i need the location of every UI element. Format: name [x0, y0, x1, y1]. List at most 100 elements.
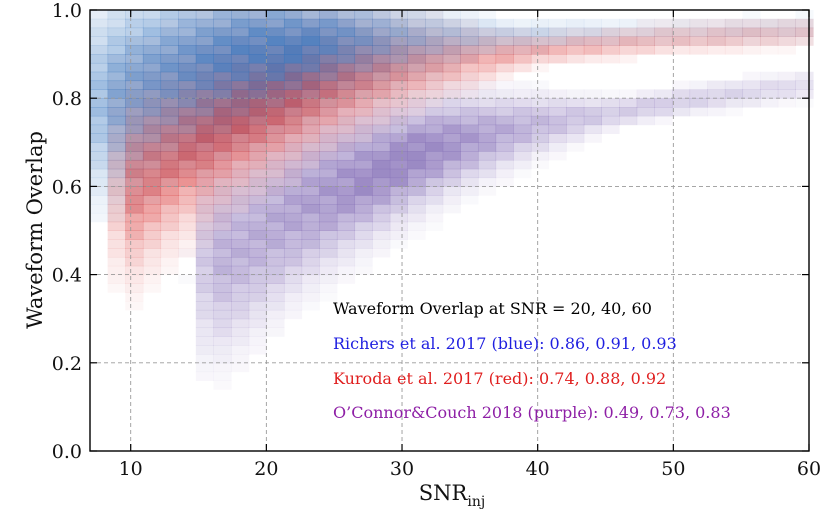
heatmap-cell: [760, 89, 779, 99]
heatmap-cell: [125, 36, 144, 46]
heatmap-cell: [142, 221, 162, 231]
heatmap-cell: [460, 27, 479, 37]
heatmap-cell: [354, 133, 373, 143]
heatmap-cell: [707, 36, 726, 46]
axis-ticks: 10 20 30 40 50 60 0.0 0.2 0.4 0.6 0.8 1.0: [52, 0, 821, 480]
heatmap-cell: [231, 230, 250, 240]
heatmap-cell: [266, 142, 285, 152]
heatmap-cell: [266, 256, 285, 267]
heatmap-cell: [795, 80, 814, 90]
heatmap-cell: [530, 107, 550, 117]
heatmap-cell: [195, 362, 214, 373]
heatmap-cell: [389, 159, 408, 170]
heatmap-cell: [142, 142, 162, 152]
heatmap-cell: [178, 80, 197, 90]
heatmap-cell: [389, 80, 408, 90]
heatmap-cell: [231, 327, 250, 337]
heatmap-cell: [654, 36, 673, 46]
heatmap-cell: [495, 18, 514, 29]
heatmap-cell: [389, 18, 408, 29]
heatmap-cell: [583, 36, 602, 46]
heatmap-cell: [178, 142, 197, 152]
heatmap-cell: [266, 27, 285, 37]
heatmap-cell: [654, 45, 673, 55]
heatmap-cell: [283, 195, 303, 205]
heatmap-cell: [160, 168, 179, 179]
heatmap-cell: [389, 45, 408, 55]
heatmap-cell: [495, 54, 514, 64]
heatmap-cell: [477, 27, 497, 37]
heatmap-cell: [354, 89, 373, 99]
heatmap-cell: [354, 124, 373, 134]
heatmap-cell: [477, 124, 497, 134]
heatmap-cell: [442, 177, 461, 187]
heatmap-cell: [425, 80, 444, 90]
heatmap-cell: [213, 151, 232, 161]
heatmap-cell: [301, 301, 320, 311]
heatmap-cell: [566, 115, 585, 126]
heatmap-cell: [213, 124, 232, 134]
heatmap-cell: [425, 71, 444, 82]
heatmap-cell: [548, 18, 567, 29]
heatmap-cell: [266, 195, 285, 205]
heatmap-cell: [195, 168, 214, 179]
heatmap-cell: [601, 18, 620, 29]
heatmap-cell: [283, 283, 303, 293]
heatmap-cell: [283, 186, 303, 196]
heatmap-cell: [231, 168, 250, 179]
heatmap-cell: [195, 151, 214, 161]
heatmap-cell: [160, 265, 179, 276]
heatmap-cell: [795, 18, 814, 29]
heatmap-cell: [213, 274, 232, 284]
heatmap-cell: [619, 18, 638, 29]
heatmap-cell: [389, 10, 408, 20]
heatmap-cell: [266, 327, 285, 337]
heatmap-cell: [319, 10, 338, 20]
heatmap-cell: [319, 107, 338, 117]
heatmap-cell: [601, 36, 620, 46]
heatmap-cell: [425, 142, 444, 152]
heatmap-cell: [319, 89, 338, 99]
heatmap-cell: [283, 115, 303, 126]
heatmap-cell: [178, 248, 197, 258]
heatmap-cell: [195, 36, 214, 46]
heatmap-cell: [689, 89, 708, 99]
heatmap-cell: [495, 36, 514, 46]
heatmap-cell: [248, 248, 267, 258]
heatmap-cell: [266, 10, 285, 20]
heatmap-cell: [319, 204, 338, 214]
heatmap-cell: [178, 186, 197, 196]
heatmap-cell: [107, 283, 126, 293]
heatmap-cell: [142, 71, 162, 82]
heatmap-cell: [707, 98, 726, 108]
heatmap-cell: [90, 151, 109, 161]
heatmap-cell: [195, 54, 214, 64]
heatmap-cell: [619, 89, 638, 99]
x-axis-title-subscript: inj: [467, 494, 485, 510]
heatmap-cell: [248, 345, 267, 355]
heatmap-cell: [336, 107, 356, 117]
heatmap-cell: [442, 18, 461, 29]
heatmap-cell: [407, 98, 426, 108]
heatmap-cell: [530, 89, 550, 99]
heatmap-cell: [407, 98, 426, 108]
heatmap-cell: [354, 98, 373, 108]
heatmap-cell: [372, 212, 391, 223]
heatmap-cell: [389, 124, 408, 134]
heatmap-cell: [231, 265, 250, 276]
heatmap-cell: [195, 124, 214, 134]
heatmap-cell: [689, 18, 708, 29]
heatmap-cell: [125, 186, 144, 196]
heatmap-cell: [477, 98, 497, 108]
heatmap-cell: [125, 142, 144, 152]
heatmap-cell: [125, 18, 144, 29]
heatmap-cell: [178, 107, 197, 117]
heatmap-cell: [90, 36, 109, 46]
heatmap-cell: [231, 177, 250, 187]
heatmap-cell: [389, 133, 408, 143]
heatmap-cell: [107, 265, 126, 276]
heatmap-cell: [372, 195, 391, 205]
heatmap-cell: [442, 18, 461, 29]
heatmap-cell: [248, 133, 267, 143]
heatmap-cell: [707, 18, 726, 29]
